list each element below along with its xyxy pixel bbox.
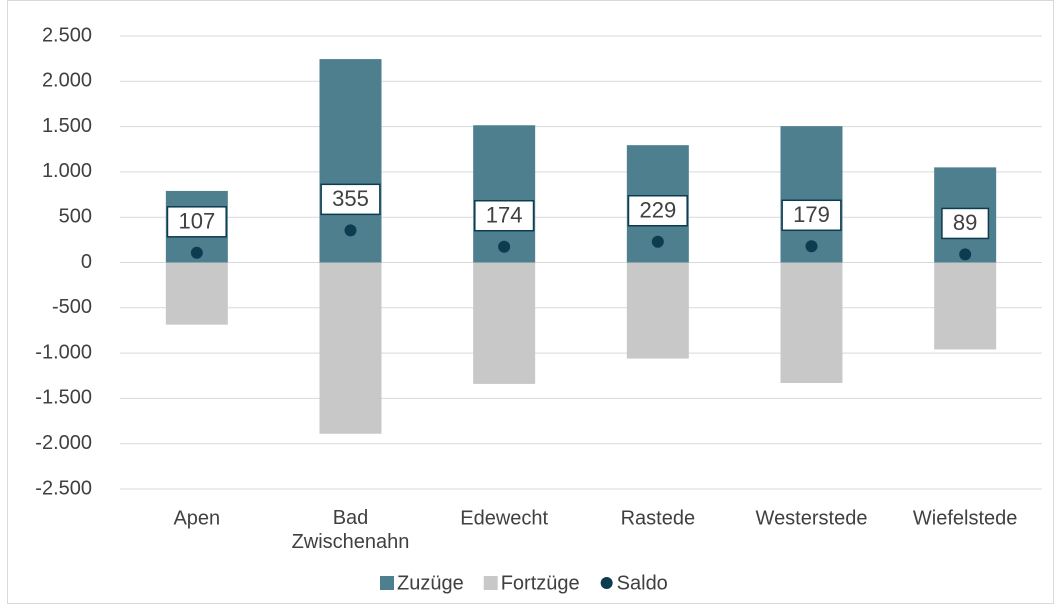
data-label-box xyxy=(941,207,990,240)
x-tick-label: Wiefelstede xyxy=(913,507,1018,529)
y-tick-label: 2.500 xyxy=(42,24,92,46)
y-tick-label: -1.500 xyxy=(35,387,92,409)
bar xyxy=(626,262,689,359)
data-label-box xyxy=(627,195,688,227)
legend-label: Fortzüge xyxy=(501,572,580,594)
x-tick-label: Rastede xyxy=(621,507,696,529)
saldo-dot xyxy=(498,240,511,253)
legend-swatch xyxy=(483,576,498,590)
y-tick-label: -500 xyxy=(52,296,92,318)
saldo-dot xyxy=(805,240,818,253)
y-tick-label: -1.000 xyxy=(35,341,92,363)
x-tick-label: Apen xyxy=(173,507,220,529)
saldo-dot xyxy=(959,248,972,261)
y-tick-label: 1.000 xyxy=(42,160,92,182)
y-tick-label: 2.000 xyxy=(42,70,92,92)
x-tick-label: Edewecht xyxy=(460,507,548,529)
x-tick-label: Bad Zwischenahn xyxy=(292,507,410,553)
x-tick-label-line: Zwischenahn xyxy=(292,531,410,553)
x-tick-label-line: Bad xyxy=(333,507,369,529)
saldo-dot xyxy=(190,246,203,259)
bar xyxy=(934,262,997,350)
legend-swatch xyxy=(380,576,394,590)
data-label-box xyxy=(781,199,842,232)
data-label-box xyxy=(320,183,381,216)
x-tick-label: Westerstede xyxy=(756,507,868,529)
data-label: 107 xyxy=(178,209,215,234)
legend-label: Saldo xyxy=(617,572,668,594)
data-label-box xyxy=(166,206,227,238)
data-label: 89 xyxy=(953,210,977,235)
legend-swatch xyxy=(600,577,613,589)
saldo-dot xyxy=(344,224,357,237)
saldo-dot xyxy=(651,235,664,248)
bar xyxy=(165,262,228,325)
data-label: 174 xyxy=(486,203,523,228)
legend-label: Zuzüge xyxy=(397,572,464,594)
y-tick-label: 500 xyxy=(59,205,92,227)
data-label-box xyxy=(474,199,535,232)
data-label: 179 xyxy=(793,202,830,227)
bar xyxy=(473,262,536,384)
data-label: 355 xyxy=(332,186,369,211)
data-label: 229 xyxy=(639,198,676,223)
y-tick-label: -2.000 xyxy=(35,432,92,454)
y-tick-label: -2.500 xyxy=(35,477,92,499)
bar xyxy=(780,262,843,383)
y-tick-label: 0 xyxy=(81,251,92,273)
bar xyxy=(473,125,536,263)
bar xyxy=(319,262,382,434)
y-tick-label: 1.500 xyxy=(42,115,92,137)
bar xyxy=(780,126,843,263)
